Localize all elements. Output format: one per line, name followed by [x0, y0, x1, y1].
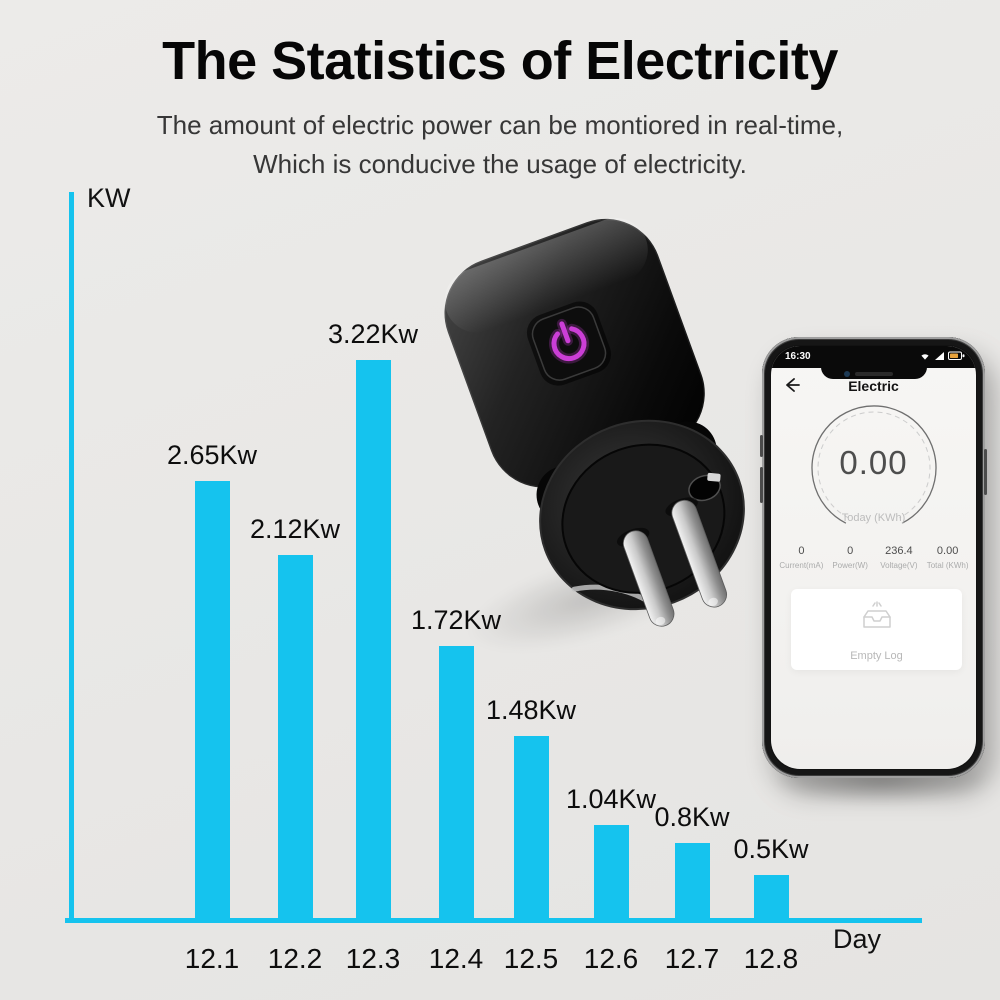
page-title: The Statistics of Electricity — [162, 31, 838, 91]
today-kwh-caption: Today (KWh) — [841, 512, 906, 524]
stat-voltage-v: 236.4 Voltage(V) — [875, 545, 924, 570]
stat-current-ma: 0 Current(mA) — [777, 545, 826, 570]
bar-value-label-12.8: 0.5Kw — [733, 834, 809, 864]
back-arrow-icon[interactable] — [783, 376, 801, 394]
bar-12.1 — [194, 481, 230, 921]
app-title: Electric — [848, 378, 899, 394]
stat-label: Power(W) — [832, 561, 868, 570]
plug-power-button — [531, 306, 607, 381]
x-axis-label: Day — [833, 924, 882, 954]
bar-value-label-12.7: 0.8Kw — [654, 802, 730, 832]
power-icon — [549, 318, 589, 364]
bar-12.4 — [438, 646, 474, 921]
x-tick-label-12.3: 12.3 — [345, 943, 401, 974]
x-axis-line — [65, 918, 922, 923]
app-header: Electric — [771, 372, 976, 402]
battery-icon — [948, 351, 965, 360]
subtitle-line-1: The amount of electric power can be mont… — [156, 110, 844, 140]
bar-value-label-12.4: 1.72Kw — [410, 605, 502, 635]
stat-label: Total (KWh) — [926, 561, 969, 570]
empty-log-card: Empty Log — [791, 589, 962, 670]
x-tick-label-12.8: 12.8 — [743, 943, 799, 974]
x-tick-label-12.7: 12.7 — [664, 943, 720, 974]
bar-value-label-12.5: 1.48Kw — [485, 695, 577, 725]
y-axis-label: KW — [87, 183, 131, 213]
plug-pin — [622, 530, 675, 627]
bar-value-label-12.6: 1.04Kw — [565, 784, 657, 814]
empty-tray-icon — [862, 601, 891, 628]
y-axis-line — [69, 192, 74, 922]
front-camera — [843, 371, 850, 377]
x-tick-label-12.2: 12.2 — [267, 943, 323, 974]
smart-plug-image — [443, 217, 745, 627]
x-tick-label-12.1: 12.1 — [184, 943, 240, 974]
bar-12.2 — [277, 555, 313, 921]
x-tick-label-12.6: 12.6 — [583, 943, 639, 974]
phone-speaker — [854, 372, 893, 376]
stat-total-kwh: 0.00 Total (KWh) — [923, 545, 972, 570]
phone-stats-row: 0 Current(mA) 0 Power(W) 236.4 Voltage(V) 0.00… — [777, 545, 972, 570]
bar-12.3 — [355, 360, 391, 921]
wifi-icon — [921, 354, 929, 360]
phone-mockup: 16:30 — [760, 337, 987, 778]
bar-12.6 — [593, 825, 629, 921]
plug-pin — [671, 499, 728, 608]
stat-power-w: 0 Power(W) — [826, 545, 875, 570]
bar-value-label-12.3: 3.22Kw — [327, 319, 419, 349]
stat-label: Voltage(V) — [880, 561, 918, 570]
energy-gauge — [810, 405, 937, 524]
status-time: 16:30 — [785, 351, 811, 362]
bar-value-label-12.1: 2.65Kw — [166, 440, 258, 470]
plug-ground-hole — [688, 474, 721, 502]
status-bar: 16:30 — [771, 346, 976, 368]
stat-value: 0 — [847, 545, 854, 557]
signal-icon — [935, 352, 944, 360]
phone-side-button — [984, 449, 987, 495]
phone-side-button — [760, 467, 763, 503]
bar-12.8 — [753, 875, 789, 921]
subtitle-line-2: Which is conducive the usage of electric… — [253, 149, 747, 179]
stat-label: Current(mA) — [779, 561, 824, 570]
empty-log-label: Empty Log — [850, 650, 903, 662]
bar-12.7 — [674, 843, 710, 921]
bar-12.5 — [513, 736, 549, 921]
x-tick-label-12.4: 12.4 — [428, 943, 484, 974]
bar-value-label-12.2: 2.12Kw — [249, 514, 341, 544]
today-kwh-value: 0.00 — [839, 444, 908, 481]
stat-value: 236.4 — [885, 545, 913, 557]
stat-value: 0 — [798, 545, 805, 557]
phone-side-button — [760, 435, 763, 457]
phone-screen: 16:30 — [771, 346, 976, 769]
stat-value: 0.00 — [936, 545, 959, 557]
x-tick-label-12.5: 12.5 — [503, 943, 559, 974]
